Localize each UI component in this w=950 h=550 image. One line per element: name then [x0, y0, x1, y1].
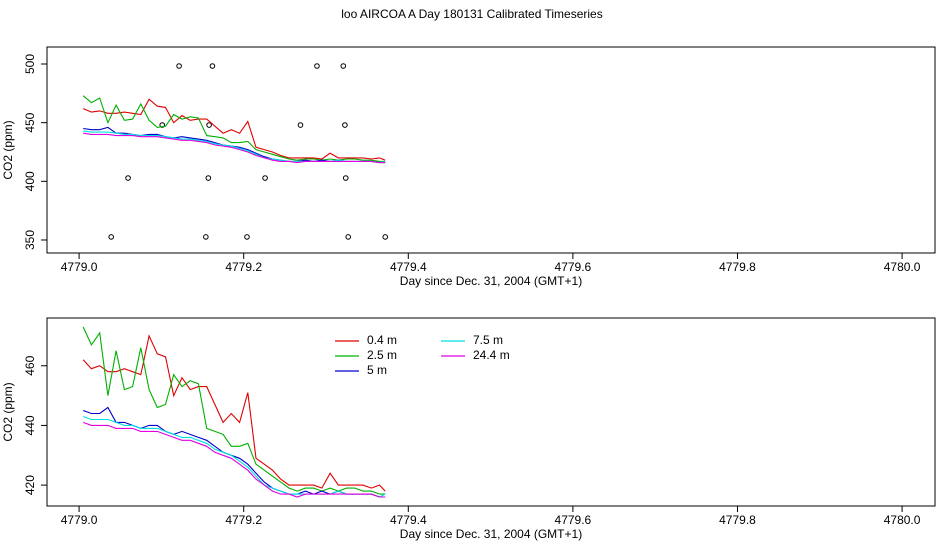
- data-point: [340, 63, 347, 69]
- data-point: [297, 122, 304, 128]
- series-line: [82, 326, 386, 495]
- series-line: [83, 415, 386, 498]
- y-tick-label: 350: [23, 230, 37, 250]
- data-point: [206, 122, 212, 128]
- series-line: [83, 132, 386, 164]
- data-point: [108, 234, 114, 240]
- y-axis-label: CO2 (ppm): [1, 120, 15, 179]
- x-axis-label: Day since Dec. 31, 2004 (GMT+1): [400, 527, 582, 541]
- y-tick-label: 440: [23, 415, 37, 435]
- series-line: [82, 95, 386, 162]
- x-tick-label: 4780.0: [884, 513, 921, 527]
- x-tick-label: 4779.2: [225, 513, 262, 527]
- data-point: [205, 175, 212, 181]
- data-point: [342, 122, 348, 128]
- data-point: [203, 234, 209, 240]
- data-point: [125, 175, 131, 181]
- x-tick-label: 4779.8: [719, 513, 756, 527]
- legend-label: 0.4 m: [367, 333, 397, 347]
- y-tick-label: 450: [23, 112, 37, 132]
- series-line: [83, 130, 386, 164]
- figure-title: loo AIRCOA A Day 180131 Calibrated Times…: [341, 7, 602, 21]
- x-tick-label: 4779.4: [390, 260, 427, 274]
- plot-frame: [46, 46, 936, 254]
- data-point: [342, 175, 349, 181]
- series-line: [83, 126, 386, 164]
- legend-label: 24.4 m: [473, 348, 510, 362]
- x-tick-label: 4779.0: [61, 260, 98, 274]
- x-axis-label: Day since Dec. 31, 2004 (GMT+1): [400, 274, 582, 288]
- legend-label: 2.5 m: [367, 348, 397, 362]
- x-tick-label: 4779.8: [719, 260, 756, 274]
- data-point: [159, 122, 166, 128]
- x-tick-label: 4779.2: [225, 260, 262, 274]
- x-tick-label: 4779.6: [555, 513, 592, 527]
- legend-label: 7.5 m: [473, 333, 503, 347]
- series-line: [83, 406, 386, 498]
- data-point: [345, 234, 352, 240]
- data-point: [209, 63, 216, 69]
- x-tick-label: 4780.0: [884, 260, 921, 274]
- y-tick-label: 500: [23, 54, 37, 74]
- data-point: [314, 63, 320, 69]
- series-line: [83, 421, 386, 498]
- x-tick-label: 4779.0: [61, 513, 98, 527]
- data-point: [262, 175, 268, 181]
- y-tick-label: 420: [23, 475, 37, 495]
- y-tick-label: 400: [23, 171, 37, 191]
- x-tick-label: 4779.4: [390, 513, 427, 527]
- plot-frame: [46, 317, 936, 507]
- legend-label: 5 m: [367, 363, 387, 377]
- data-point: [176, 63, 182, 69]
- data-point: [382, 234, 389, 240]
- data-point: [244, 234, 250, 240]
- y-tick-label: 460: [23, 355, 37, 375]
- series-line: [82, 334, 386, 492]
- y-axis-label: CO2 (ppm): [1, 382, 15, 441]
- series-line: [82, 98, 386, 161]
- x-tick-label: 4779.6: [555, 260, 592, 274]
